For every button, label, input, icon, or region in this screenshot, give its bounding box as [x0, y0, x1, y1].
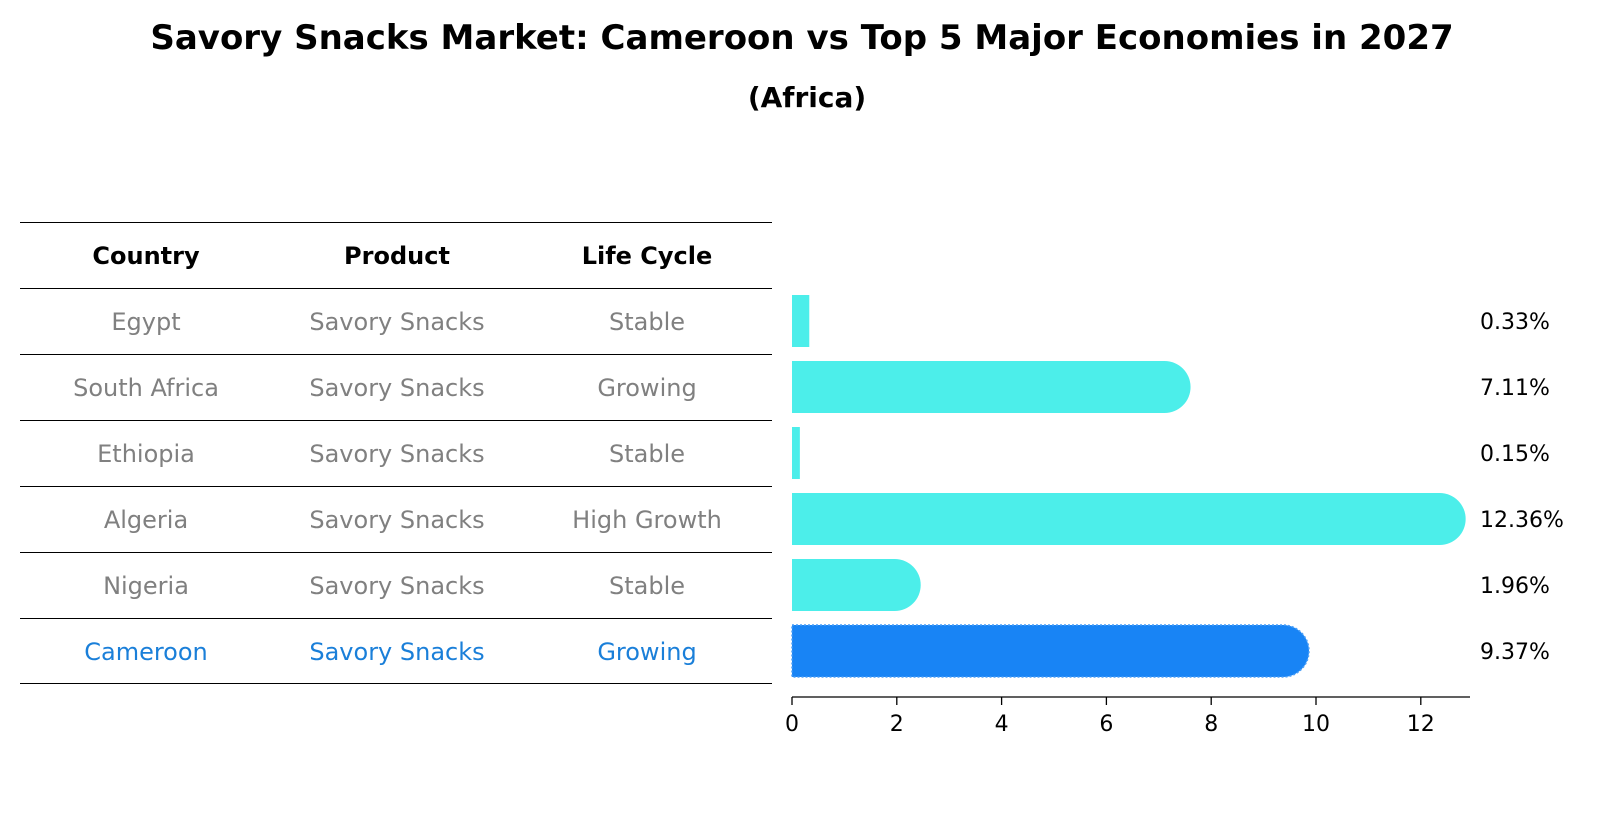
- cell-life-cycle: Stable: [608, 572, 686, 600]
- chart-title: Savory Snacks Market: Cameroon vs Top 5 …: [150, 18, 1454, 58]
- table-row: Egypt Savory Snacks Stable: [20, 288, 772, 354]
- x-tick-label: 4: [995, 712, 1009, 737]
- cell-country: Algeria: [103, 506, 189, 534]
- x-tick-label: 2: [890, 712, 904, 737]
- cell-country: South Africa: [73, 374, 219, 402]
- cell-country: Nigeria: [103, 572, 189, 600]
- value-label: 0.33%: [1480, 310, 1550, 335]
- bar-algeria: [792, 493, 1466, 545]
- table-header-row: Country Product Life Cycle: [20, 222, 772, 288]
- bars-group: [791, 295, 1466, 678]
- value-labels-group: 0.33% 7.11% 0.15% 12.36% 1.96% 9.37%: [1480, 310, 1564, 665]
- cell-product: Savory Snacks: [309, 506, 485, 534]
- value-label: 9.37%: [1480, 640, 1550, 665]
- bar-nigeria: [792, 559, 921, 611]
- cell-product: Savory Snacks: [309, 374, 485, 402]
- table-row: South Africa Savory Snacks Growing: [20, 354, 772, 420]
- cell-country: Ethiopia: [97, 440, 195, 468]
- chart-subtitle: (Africa): [747, 81, 867, 114]
- x-tick-label: 8: [1204, 712, 1218, 737]
- bar-south-africa: [792, 361, 1191, 413]
- bar-cameroon: [792, 625, 1309, 677]
- cell-product: Savory Snacks: [309, 638, 485, 666]
- header-product: Product: [344, 242, 450, 270]
- x-tick-label: 0: [785, 712, 799, 737]
- x-tick-label: 12: [1407, 712, 1435, 737]
- table-row: Ethiopia Savory Snacks Stable: [20, 420, 772, 486]
- table-row: Nigeria Savory Snacks Stable: [20, 552, 772, 618]
- value-label: 0.15%: [1480, 442, 1550, 467]
- value-label: 12.36%: [1480, 508, 1564, 533]
- data-table: Country Product Life Cycle Egypt Savory …: [20, 222, 772, 684]
- table-row-highlight: Cameroon Savory Snacks Growing: [20, 618, 772, 684]
- table-row: Algeria Savory Snacks High Growth: [20, 486, 772, 552]
- cell-product: Savory Snacks: [309, 308, 485, 336]
- value-label: 1.96%: [1480, 574, 1550, 599]
- cell-life-cycle: High Growth: [572, 506, 722, 534]
- cell-life-cycle: Growing: [597, 374, 697, 402]
- value-label: 7.11%: [1480, 376, 1550, 401]
- cell-life-cycle: Stable: [608, 440, 686, 468]
- cell-life-cycle: Stable: [608, 308, 686, 336]
- cell-life-cycle: Growing: [597, 638, 697, 666]
- bar-egypt: [792, 295, 810, 347]
- cell-country: Egypt: [111, 308, 181, 336]
- header-life-cycle: Life Cycle: [581, 242, 713, 270]
- x-axis: 0 2 4 6 8 10 12: [785, 696, 1470, 737]
- header-country: Country: [92, 242, 200, 270]
- cell-product: Savory Snacks: [309, 440, 485, 468]
- cell-product: Savory Snacks: [309, 572, 485, 600]
- bar-ethiopia: [792, 427, 800, 479]
- cell-country: Cameroon: [84, 638, 208, 666]
- x-tick-label: 6: [1099, 712, 1113, 737]
- bar-highlight-outline: [791, 624, 1310, 678]
- x-tick-label: 10: [1302, 712, 1330, 737]
